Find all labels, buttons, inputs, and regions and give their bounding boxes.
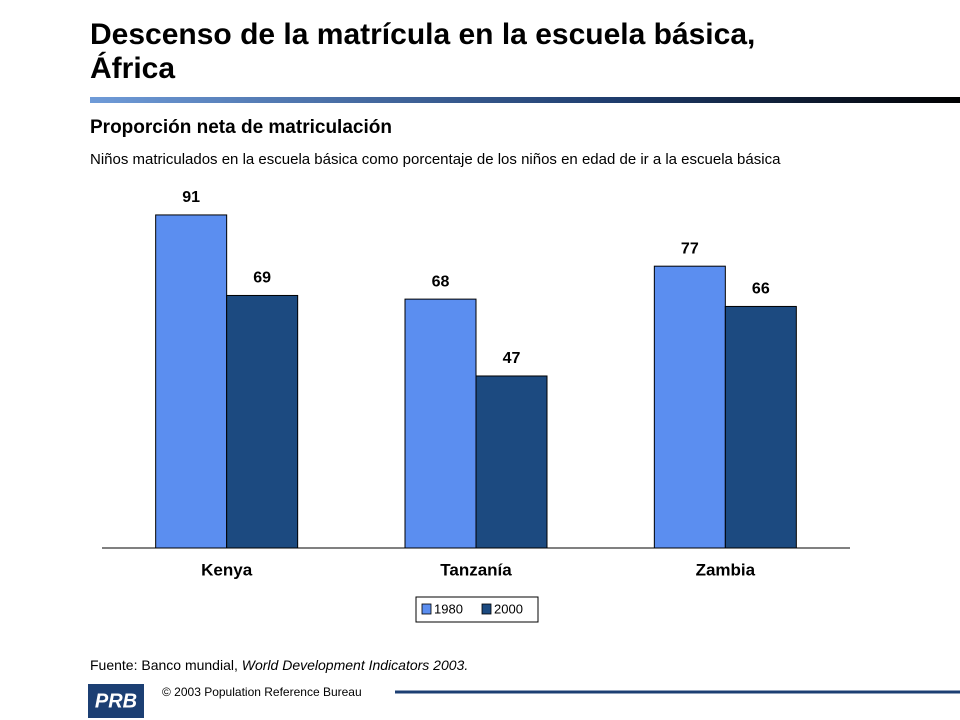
bar bbox=[155, 214, 228, 549]
bar bbox=[475, 375, 548, 549]
x-tick-label: Tanzanía bbox=[440, 560, 512, 579]
chart-title: Proporción neta de matriculación bbox=[90, 117, 392, 138]
data-label: 69 bbox=[253, 270, 271, 287]
title: Descenso de la matrícula en la escuela b… bbox=[90, 18, 755, 51]
legend-label: 2000 bbox=[494, 601, 523, 616]
data-label: 66 bbox=[752, 281, 770, 298]
legend-label: 1980 bbox=[434, 601, 463, 616]
data-label: 77 bbox=[681, 240, 699, 257]
bar bbox=[653, 265, 726, 549]
copyright: © 2003 Population Reference Bureau bbox=[162, 685, 362, 699]
bar bbox=[226, 294, 299, 549]
logo bbox=[88, 684, 144, 718]
x-tick-label: Kenya bbox=[201, 560, 253, 579]
title-rule bbox=[90, 97, 960, 103]
legend-box bbox=[415, 596, 539, 623]
source-text: Fuente: Banco mundial, bbox=[90, 657, 238, 673]
bar bbox=[404, 298, 477, 549]
logo-text: PRB bbox=[95, 690, 137, 712]
x-tick-label: Zambia bbox=[696, 560, 756, 579]
title: África bbox=[90, 51, 175, 85]
source-title: World Development Indicators 2003. bbox=[242, 657, 468, 673]
chart-subtitle: Niños matriculados en la escuela básica … bbox=[90, 151, 781, 168]
legend-swatch bbox=[481, 603, 492, 615]
bar bbox=[724, 305, 797, 549]
source: Fuente: Banco mundial, World Development… bbox=[90, 657, 468, 673]
data-label: 91 bbox=[182, 189, 200, 206]
data-label: 47 bbox=[503, 350, 521, 367]
data-label: 68 bbox=[432, 273, 450, 290]
legend-swatch bbox=[421, 603, 432, 615]
